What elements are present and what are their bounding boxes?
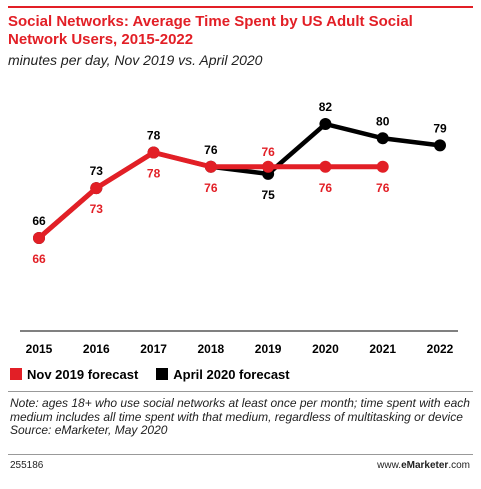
data-label-nov-2019-2018: 76 — [204, 181, 218, 195]
data-point-nov-2019-2015 — [33, 232, 45, 244]
data-label-april-2020-2016: 73 — [90, 164, 104, 178]
data-label-april-2020-2020: 82 — [319, 100, 333, 114]
data-label-april-2020-2019: 75 — [261, 188, 275, 202]
data-label-nov-2019-2020: 76 — [319, 181, 333, 195]
footer: 255186 www.eMarketer.com — [10, 460, 470, 474]
data-label-april-2020-2015: 66 — [32, 214, 46, 228]
data-point-april-2020-2021 — [376, 132, 389, 145]
data-label-nov-2019-2016: 73 — [90, 202, 104, 216]
chart-note: Note: ages 18+ who use social networks a… — [10, 396, 470, 438]
data-point-nov-2019-2021 — [376, 160, 389, 173]
legend-item-nov-2019: Nov 2019 forecast — [10, 367, 138, 382]
brand-prefix: www. — [377, 460, 402, 471]
brand-name: eMarketer — [401, 460, 449, 471]
data-label-april-2020-2017: 78 — [147, 129, 161, 143]
divider-bottom — [8, 454, 473, 455]
x-tick-label-2016: 2016 — [83, 342, 110, 356]
note-text: Note: ages 18+ who use social networks a… — [10, 396, 470, 424]
top-accent-bar — [8, 6, 473, 8]
data-label-nov-2019-2017: 78 — [147, 167, 161, 181]
x-tick-label-2019: 2019 — [255, 342, 282, 356]
divider-top — [8, 391, 473, 392]
legend-swatch-black — [156, 368, 169, 380]
legend-label-nov-2019: Nov 2019 forecast — [27, 366, 139, 382]
data-label-nov-2019-2015: 66 — [32, 252, 46, 266]
chart-subtitle: minutes per day, Nov 2019 vs. April 2020 — [8, 52, 263, 68]
data-point-nov-2019-2016 — [90, 182, 103, 195]
data-point-nov-2019-2017 — [147, 146, 160, 159]
x-tick-label-2015: 2015 — [26, 342, 53, 356]
brand-link[interactable]: www.eMarketer.com — [377, 460, 470, 471]
x-tick-label-2020: 2020 — [312, 342, 339, 356]
data-point-nov-2019-2020 — [319, 160, 332, 173]
source-text: Source: eMarketer, May 2020 — [10, 423, 168, 437]
brand-suffix: .com — [448, 460, 470, 471]
data-point-april-2020-2020 — [319, 118, 332, 130]
data-label-nov-2019-2019: 76 — [261, 145, 275, 159]
data-point-nov-2019-2019 — [262, 160, 275, 173]
x-tick-label-2022: 2022 — [427, 342, 454, 356]
legend-label-april-2020: April 2020 forecast — [173, 366, 290, 382]
data-label-april-2020-2022: 79 — [433, 121, 447, 135]
data-label-nov-2019-2021: 76 — [376, 181, 390, 195]
data-label-april-2020-2021: 80 — [376, 114, 390, 128]
x-tick-label-2018: 2018 — [198, 342, 225, 356]
data-label-april-2020-2018: 76 — [204, 143, 218, 157]
legend-swatch-red — [10, 368, 22, 380]
data-point-april-2020-2022 — [434, 139, 446, 152]
x-tick-label-2017: 2017 — [140, 342, 167, 356]
legend-item-april-2020: April 2020 forecast — [156, 366, 290, 382]
data-point-nov-2019-2018 — [204, 160, 217, 173]
chart-title: Social Networks: Average Time Spent by U… — [8, 13, 413, 48]
legend: Nov 2019 forecast April 2020 forecast — [10, 364, 308, 384]
chart-id: 255186 — [10, 460, 44, 471]
x-tick-label-2021: 2021 — [369, 342, 396, 356]
